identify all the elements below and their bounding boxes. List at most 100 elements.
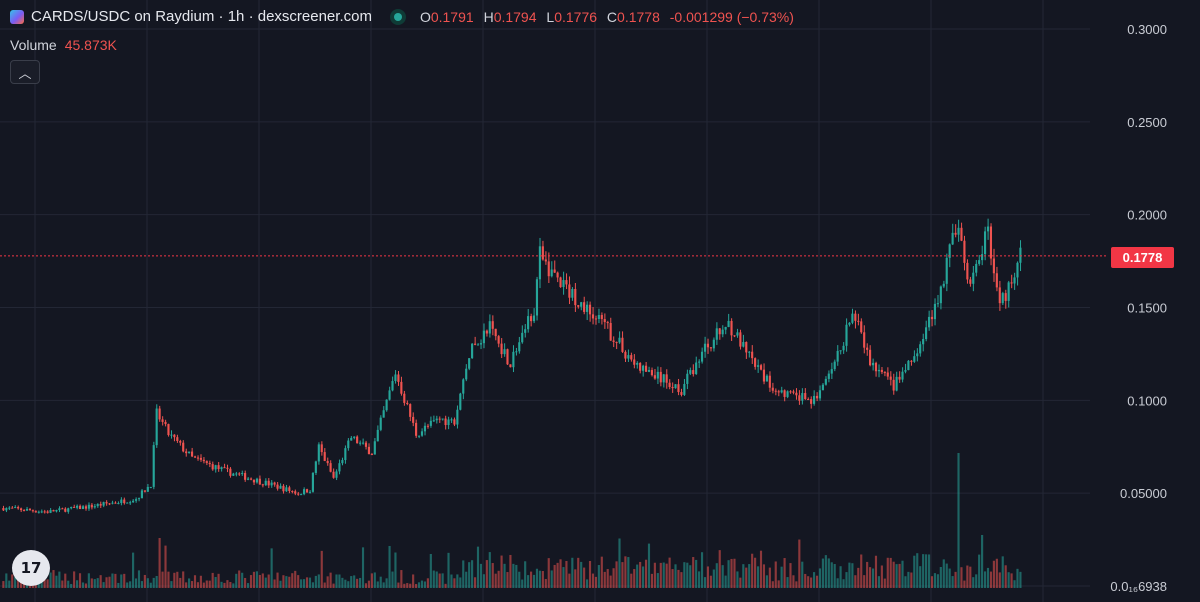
volume-bar (471, 560, 474, 588)
candle-body (842, 345, 845, 351)
candle-body (916, 353, 919, 357)
volume-bar (618, 538, 621, 588)
volume-bar (285, 576, 288, 588)
volume-bar (114, 573, 117, 588)
candle-body (718, 328, 721, 335)
volume-bars (2, 453, 1022, 588)
candle-body (34, 511, 37, 513)
volume-bar (87, 573, 90, 588)
candle-body (356, 436, 359, 444)
candle-body (633, 359, 636, 365)
candle-body (199, 457, 202, 460)
volume-bar (810, 577, 813, 588)
volume-bar (55, 575, 58, 588)
candle-body (966, 262, 969, 280)
candle-body (524, 329, 527, 333)
candle-body (583, 302, 586, 312)
market-status-icon (389, 8, 406, 25)
candle-body (930, 316, 934, 320)
volume-bar (202, 582, 205, 588)
volume-bar (818, 568, 822, 588)
candle-body (196, 457, 200, 459)
volume-bar (282, 575, 285, 588)
candle-body (17, 507, 20, 509)
candle-body (624, 351, 627, 359)
volume-bar (698, 571, 701, 588)
candle-body (214, 465, 217, 470)
chart-grid (0, 0, 1090, 602)
volume-bar (733, 558, 736, 588)
candle-body (656, 371, 659, 379)
volume-bar (600, 556, 603, 588)
candle-body (105, 502, 108, 504)
volume-bar (217, 573, 220, 588)
volume-bar (869, 567, 872, 588)
volume-bar (323, 582, 326, 588)
candle-body (636, 362, 639, 365)
volume-bar (700, 552, 704, 588)
volume-bar (927, 554, 931, 588)
candle-body (61, 508, 64, 510)
volume-bar (70, 583, 73, 588)
candle-body (152, 445, 155, 487)
candle-body (574, 288, 577, 306)
candle-body (1004, 293, 1007, 301)
candle-body (279, 485, 282, 489)
volume-bar (609, 575, 612, 588)
candle-body (246, 478, 250, 480)
volume-bar (329, 572, 332, 588)
candle-body (565, 280, 568, 285)
volume-bar (644, 559, 648, 588)
candle-body (485, 330, 488, 334)
volume-bar (465, 571, 468, 588)
candle-body (385, 399, 388, 411)
volume-bar (565, 560, 568, 588)
candle-body (535, 279, 539, 316)
volume-bar (588, 560, 592, 588)
candle-body (111, 502, 114, 504)
candle-body (866, 347, 869, 350)
candle-body (518, 342, 521, 352)
candle-body (992, 258, 995, 274)
volume-bar (241, 572, 244, 588)
candle-body (550, 269, 553, 277)
candle-body (901, 371, 904, 380)
candle-body (241, 473, 244, 475)
tradingview-logo-icon[interactable]: 17 (12, 550, 50, 586)
volume-bar (621, 562, 624, 588)
candle-body (409, 404, 412, 417)
volume-bar (922, 554, 925, 588)
volume-bar (801, 561, 804, 588)
volume-bar (615, 561, 618, 588)
candle-body (497, 336, 500, 344)
candle-body (936, 303, 939, 305)
candle-body (674, 384, 677, 389)
volume-bar (863, 575, 866, 588)
volume-bar (692, 557, 695, 588)
volume-bar (512, 563, 515, 588)
volume-bar (108, 576, 111, 588)
volume-bar (391, 571, 394, 588)
volume-bar (261, 573, 264, 588)
candle-body (898, 376, 901, 380)
candle-body (754, 358, 757, 367)
volume-bar (1004, 565, 1007, 588)
change-value: -0.001299 (−0.73%) (669, 8, 794, 25)
candle-body (294, 491, 297, 494)
volume-bar (367, 580, 370, 588)
candle-body (833, 361, 836, 370)
candle-body (314, 461, 317, 473)
candle-body (403, 393, 406, 403)
candle-body (851, 313, 854, 323)
candle-body (801, 393, 804, 401)
candle-body (235, 473, 238, 475)
collapse-legend-button[interactable]: ︿ (10, 60, 40, 84)
volume-bar (824, 555, 827, 588)
volume-bar (193, 575, 197, 588)
ohlc-readout: O0.1791 H0.1794 L0.1776 C0.1778 -0.00129… (420, 9, 800, 25)
candle-body (597, 315, 600, 320)
volume-bar (963, 580, 966, 588)
volume-bar (494, 573, 497, 588)
candle-body (70, 506, 73, 509)
